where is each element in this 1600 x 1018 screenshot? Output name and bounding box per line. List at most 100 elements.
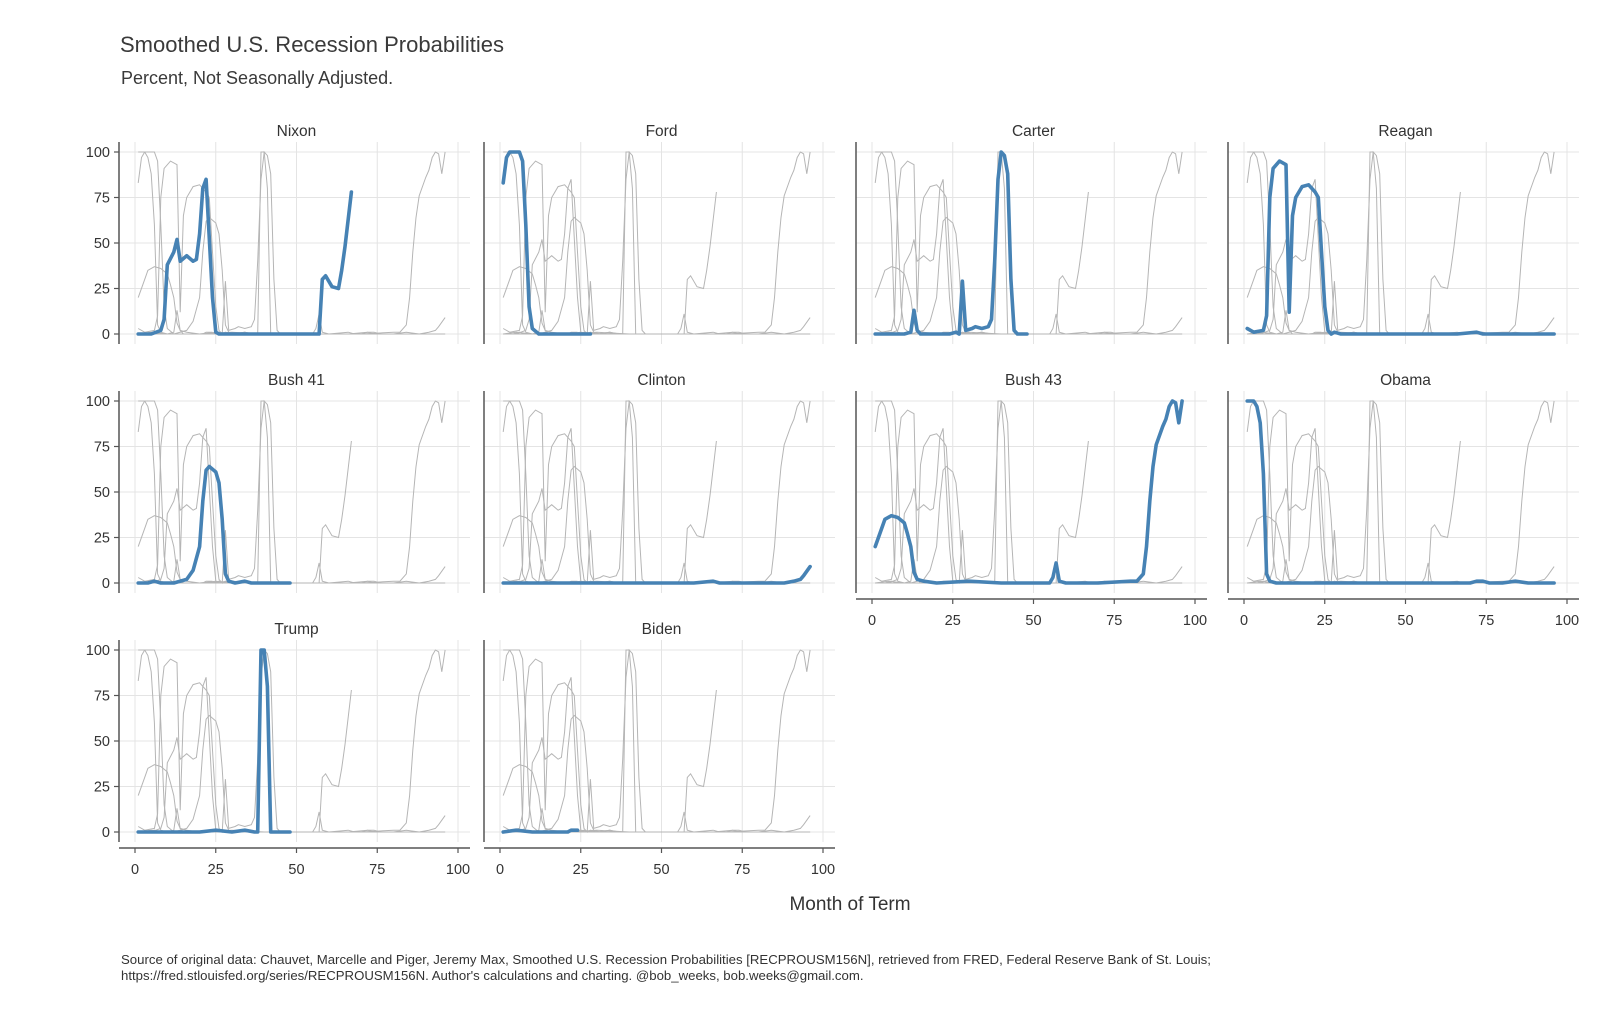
panel-title: Ford <box>646 123 678 140</box>
background-series-nixon <box>138 428 352 584</box>
panel-bush-41: 0 25 50 75 100 Bush 41 <box>86 372 470 593</box>
chart-subtitle: Percent, Not Seasonally Adjusted. <box>121 68 394 88</box>
panel-title: Clinton <box>637 372 685 389</box>
x-tick-label: 0 <box>868 613 876 629</box>
x-tick-label: 75 <box>1106 613 1122 629</box>
y-tick-label: 25 <box>94 780 110 796</box>
highlight-series-bush-43 <box>873 399 1184 585</box>
y-tick-label: 75 <box>94 191 110 207</box>
background-series-nixon <box>503 677 717 833</box>
background-series-bush-43 <box>502 649 811 833</box>
y-tick-label: 75 <box>94 689 110 705</box>
background-series-reagan <box>502 160 811 335</box>
x-tick-label: 25 <box>208 862 224 878</box>
panel-title: Biden <box>642 621 682 638</box>
panel-title: Trump <box>274 621 318 638</box>
background-series-reagan <box>502 409 811 584</box>
x-tick-label: 50 <box>1397 613 1413 629</box>
x-tick-label: 25 <box>945 613 961 629</box>
background-series-bush-43 <box>137 400 446 584</box>
x-tick-label: 100 <box>811 862 835 878</box>
highlight-series-nixon <box>136 177 354 336</box>
panel-carter: Carter <box>855 123 1207 344</box>
y-tick-label: 50 <box>94 236 110 252</box>
background-series-reagan <box>137 160 446 335</box>
panel-obama: 0 25 50 75 100 Obama <box>1227 372 1579 629</box>
highlight-series-carter <box>873 150 1029 336</box>
x-tick-label: 0 <box>131 862 139 878</box>
highlight-series-ford <box>501 150 593 336</box>
panel-trump: 0 25 50 75 100 0 25 50 75 100 Trump <box>86 621 470 878</box>
x-tick-label: 75 <box>1478 613 1494 629</box>
background-series-reagan <box>874 160 1183 335</box>
background-series-reagan <box>137 658 446 833</box>
y-tick-label: 50 <box>94 734 110 750</box>
panel-title: Reagan <box>1378 123 1432 140</box>
x-tick-label: 0 <box>496 862 504 878</box>
x-tick-label: 50 <box>288 862 304 878</box>
panel-biden: 0 25 50 75 100 Biden <box>483 621 835 878</box>
background-series-obama <box>503 649 811 833</box>
panel-title: Bush 43 <box>1005 372 1062 389</box>
background-series-bush-43 <box>1246 400 1555 584</box>
background-series-reagan <box>1246 160 1555 335</box>
background-series-bush-43 <box>137 649 446 833</box>
background-series-reagan <box>1246 409 1555 584</box>
highlight-series-clinton <box>501 564 812 585</box>
background-series-obama <box>138 649 446 833</box>
y-tick-label: 25 <box>94 282 110 298</box>
y-tick-label: 25 <box>94 531 110 547</box>
highlight-series-bush-41 <box>136 464 292 585</box>
chart-title: Smoothed U.S. Recession Probabilities <box>120 32 504 57</box>
background-series-nixon <box>503 179 717 335</box>
background-series-biden <box>1247 331 1322 335</box>
background-series-nixon <box>875 179 1089 335</box>
y-tick-label: 0 <box>102 327 110 343</box>
x-tick-label: 0 <box>1240 613 1248 629</box>
background-series-nixon <box>875 428 1089 584</box>
background-series-nixon <box>138 677 352 833</box>
x-tick-label: 75 <box>369 862 385 878</box>
background-series-nixon <box>1247 179 1461 335</box>
y-tick-label: 100 <box>86 643 110 659</box>
caption-line-1: Source of original data: Chauvet, Marcel… <box>121 952 1211 967</box>
background-series-bush-43 <box>502 400 811 584</box>
x-tick-label: 50 <box>653 862 669 878</box>
y-tick-label: 100 <box>86 145 110 161</box>
background-series-reagan <box>874 409 1183 584</box>
panel-reagan: Reagan <box>1227 123 1579 344</box>
panel-title: Bush 41 <box>268 372 325 389</box>
background-series-nixon <box>1247 428 1461 584</box>
highlight-series-obama <box>1245 399 1556 585</box>
highlight-series-trump <box>136 648 292 834</box>
panel-title: Obama <box>1380 372 1431 389</box>
background-series-obama <box>875 151 1183 335</box>
source-caption: Source of original data: Chauvet, Marcel… <box>121 952 1501 984</box>
background-series-obama <box>503 151 811 335</box>
y-tick-label: 50 <box>94 485 110 501</box>
panel-title: Carter <box>1012 123 1055 140</box>
background-series-reagan <box>502 658 811 833</box>
x-axis-label: Month of Term <box>789 894 911 915</box>
highlight-series-reagan <box>1245 159 1556 336</box>
highlight-series-biden <box>501 828 580 834</box>
x-tick-label: 50 <box>1025 613 1041 629</box>
panel-clinton: Clinton <box>483 372 835 593</box>
y-tick-label: 0 <box>102 576 110 592</box>
x-tick-label: 100 <box>1183 613 1207 629</box>
panel-ford: Ford <box>483 123 835 344</box>
x-tick-label: 25 <box>573 862 589 878</box>
y-tick-label: 100 <box>86 394 110 410</box>
background-series-bush-43 <box>874 151 1183 335</box>
background-series-bush-43 <box>1246 151 1555 335</box>
background-series-bush-43 <box>502 151 811 335</box>
background-series-nixon <box>503 428 717 584</box>
panel-title: Nixon <box>277 123 317 140</box>
y-tick-label: 0 <box>102 825 110 841</box>
x-tick-label: 25 <box>1317 613 1333 629</box>
background-series-reagan <box>137 409 446 584</box>
x-tick-label: 75 <box>734 862 750 878</box>
caption-line-2: https://fred.stlouisfed.org/series/RECPR… <box>121 968 864 983</box>
y-tick-label: 75 <box>94 440 110 456</box>
